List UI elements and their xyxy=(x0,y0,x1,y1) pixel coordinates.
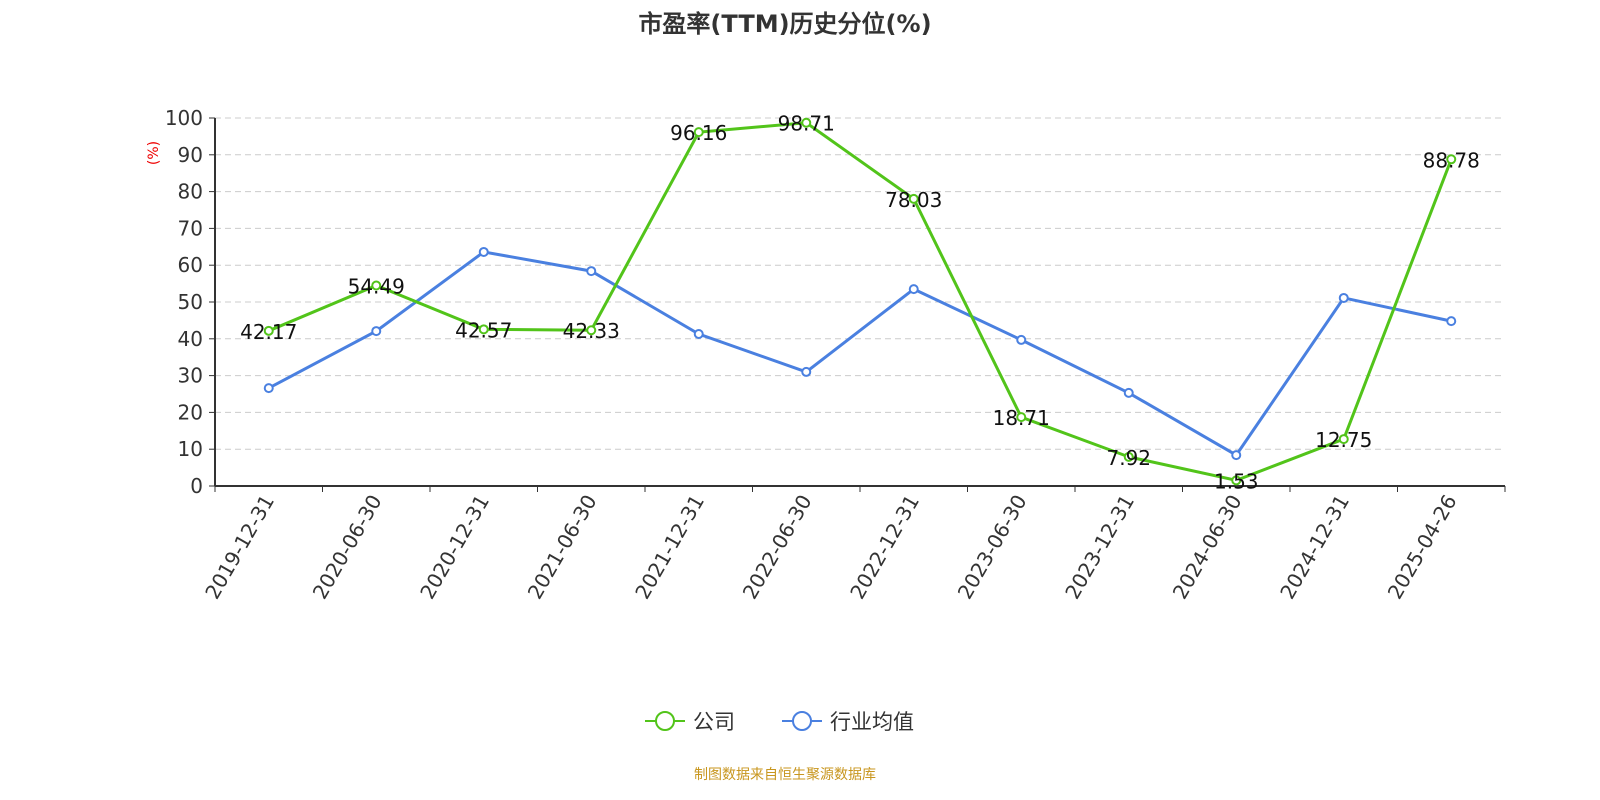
data-point xyxy=(1123,451,1134,462)
data-label: 7.92 xyxy=(1106,446,1151,470)
data-point xyxy=(1446,316,1457,327)
x-tick-label: 2024-12-31 xyxy=(1275,491,1354,604)
data-point xyxy=(586,325,597,336)
data-label: 88.78 xyxy=(1423,148,1480,172)
y-tick-label: 50 xyxy=(178,290,203,314)
x-tick-label: 2021-06-30 xyxy=(523,491,602,604)
data-point xyxy=(263,325,274,336)
y-tick-label: 90 xyxy=(178,143,203,167)
data-point xyxy=(478,324,489,335)
data-point xyxy=(693,329,704,340)
data-point xyxy=(1338,434,1349,445)
data-point xyxy=(263,383,274,394)
y-tick-label: 60 xyxy=(178,253,203,277)
y-tick-label: 30 xyxy=(178,364,203,388)
data-point xyxy=(801,366,812,377)
data-label: 12.75 xyxy=(1315,428,1372,452)
data-point xyxy=(1016,412,1027,423)
data-source-note: 制图数据来自恒生聚源数据库 xyxy=(694,767,876,783)
legend-marker xyxy=(655,711,675,731)
data-label: 18.71 xyxy=(993,406,1050,430)
y-tick-label: 10 xyxy=(178,437,203,461)
data-label: 98.71 xyxy=(778,112,835,136)
x-tick-label: 2022-06-30 xyxy=(738,491,817,604)
x-tick-label: 2023-06-30 xyxy=(953,491,1032,604)
y-tick-label: 0 xyxy=(190,474,203,498)
x-tick-label: 2025-04-26 xyxy=(1383,491,1462,604)
y-tick-label: 40 xyxy=(178,327,203,351)
series-line-0 xyxy=(268,121,1453,482)
data-label: 78.03 xyxy=(885,188,942,212)
data-label: 54.49 xyxy=(348,274,405,298)
x-tick-label: 2020-06-30 xyxy=(308,491,387,604)
data-label: 96.16 xyxy=(670,121,727,145)
y-axis-label: (%) xyxy=(146,141,162,165)
data-label: 1.53 xyxy=(1214,469,1259,493)
chart-title: 市盈率(TTM)历史分位(%) xyxy=(638,10,931,38)
x-tick-label: 2023-12-31 xyxy=(1060,491,1139,604)
x-tick-label: 2022-12-31 xyxy=(845,491,924,604)
data-point xyxy=(1231,450,1242,461)
data-point xyxy=(908,193,919,204)
data-point xyxy=(371,326,382,337)
data-point xyxy=(586,266,597,277)
data-label: 42.57 xyxy=(455,318,512,342)
x-tick-label: 2020-12-31 xyxy=(415,491,494,604)
y-tick-label: 20 xyxy=(178,400,203,424)
y-tick-label: 100 xyxy=(165,106,203,130)
data-label: 42.33 xyxy=(563,319,620,343)
data-point xyxy=(371,280,382,291)
data-label: 42.17 xyxy=(240,320,297,344)
data-point xyxy=(1016,334,1027,345)
data-point xyxy=(1446,154,1457,165)
y-tick-label: 80 xyxy=(178,180,203,204)
series-line-1 xyxy=(268,250,1452,458)
x-tick-label: 2021-12-31 xyxy=(630,491,709,604)
legend-label: 行业均值 xyxy=(830,710,914,734)
data-point xyxy=(1231,475,1242,486)
data-point xyxy=(801,117,812,128)
y-tick-label: 70 xyxy=(178,216,203,240)
data-point xyxy=(693,127,704,138)
data-point xyxy=(478,246,489,257)
x-tick-label: 2019-12-31 xyxy=(200,491,279,604)
data-point xyxy=(1338,292,1349,303)
data-point xyxy=(908,284,919,295)
x-tick-label: 2024-06-30 xyxy=(1168,491,1247,604)
data-point xyxy=(1123,387,1134,398)
legend-marker xyxy=(792,711,812,731)
legend-label: 公司 xyxy=(693,710,735,734)
